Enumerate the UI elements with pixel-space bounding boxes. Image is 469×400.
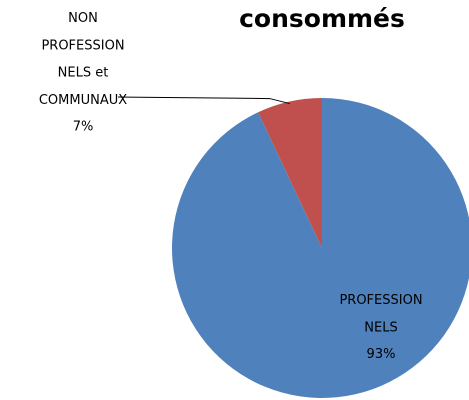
data-label: NON PROFESSION NELS et COMMUNAUX — [39, 11, 127, 108]
pie-slice — [172, 98, 469, 398]
value-label: 93% — [367, 347, 396, 362]
chart-title: consommés — [239, 4, 405, 33]
data-label: PROFESSION NELS — [339, 293, 422, 335]
leader-line — [117, 96, 290, 105]
value-label: 7% — [73, 120, 94, 135]
pie-slice — [258, 98, 322, 248]
